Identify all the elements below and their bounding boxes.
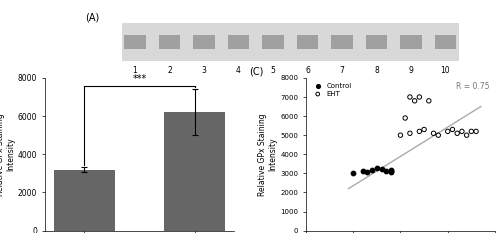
Control <box>368 168 376 171</box>
EHT <box>468 130 475 133</box>
Bar <box>54 170 114 231</box>
Bar <box>296 35 318 49</box>
Legend: Control, EHT: Control, EHT <box>310 81 354 98</box>
Bar <box>400 35 422 49</box>
EHT <box>434 133 442 137</box>
Y-axis label: Relative GPx Staining
Intensity: Relative GPx Staining Intensity <box>0 113 15 196</box>
EHT <box>448 128 456 131</box>
Text: 8: 8 <box>374 66 379 75</box>
Bar <box>193 35 215 49</box>
EHT <box>401 116 409 120</box>
Control <box>387 171 395 174</box>
Bar <box>434 35 456 49</box>
Bar <box>331 35 353 49</box>
Text: 6: 6 <box>305 66 310 75</box>
Control <box>387 170 395 173</box>
EHT <box>430 131 438 135</box>
Text: 5: 5 <box>270 66 276 75</box>
Text: 3: 3 <box>202 66 206 75</box>
Bar <box>228 35 250 49</box>
Control <box>358 170 366 173</box>
Text: (A): (A) <box>86 12 100 22</box>
Text: 7: 7 <box>340 66 344 75</box>
EHT <box>472 130 480 133</box>
EHT <box>406 131 414 135</box>
Text: 10: 10 <box>440 66 450 75</box>
Control <box>349 171 357 175</box>
EHT <box>444 130 452 133</box>
Y-axis label: Relative GPx Staining
Intensity: Relative GPx Staining Intensity <box>258 113 278 196</box>
Text: 2: 2 <box>167 66 172 75</box>
EHT <box>416 95 424 99</box>
Text: (C): (C) <box>249 66 264 76</box>
Text: ***: *** <box>132 74 146 84</box>
EHT <box>396 133 404 137</box>
EHT <box>420 128 428 131</box>
EHT <box>453 131 461 135</box>
EHT <box>462 133 470 137</box>
Control <box>382 169 390 172</box>
Text: 4: 4 <box>236 66 241 75</box>
Text: 1: 1 <box>132 66 138 75</box>
EHT <box>425 99 433 103</box>
Control <box>387 168 395 171</box>
EHT <box>458 130 466 133</box>
Bar <box>262 35 284 49</box>
Control <box>373 166 381 170</box>
Control <box>378 167 386 171</box>
Bar <box>158 35 180 49</box>
Text: R = 0.75: R = 0.75 <box>456 82 490 92</box>
Bar <box>366 35 388 49</box>
EHT <box>410 99 418 103</box>
EHT <box>416 130 424 133</box>
Bar <box>164 112 226 231</box>
Control <box>364 171 372 174</box>
Text: 9: 9 <box>408 66 414 75</box>
Bar <box>122 23 459 61</box>
Bar <box>124 35 146 49</box>
EHT <box>406 95 414 99</box>
